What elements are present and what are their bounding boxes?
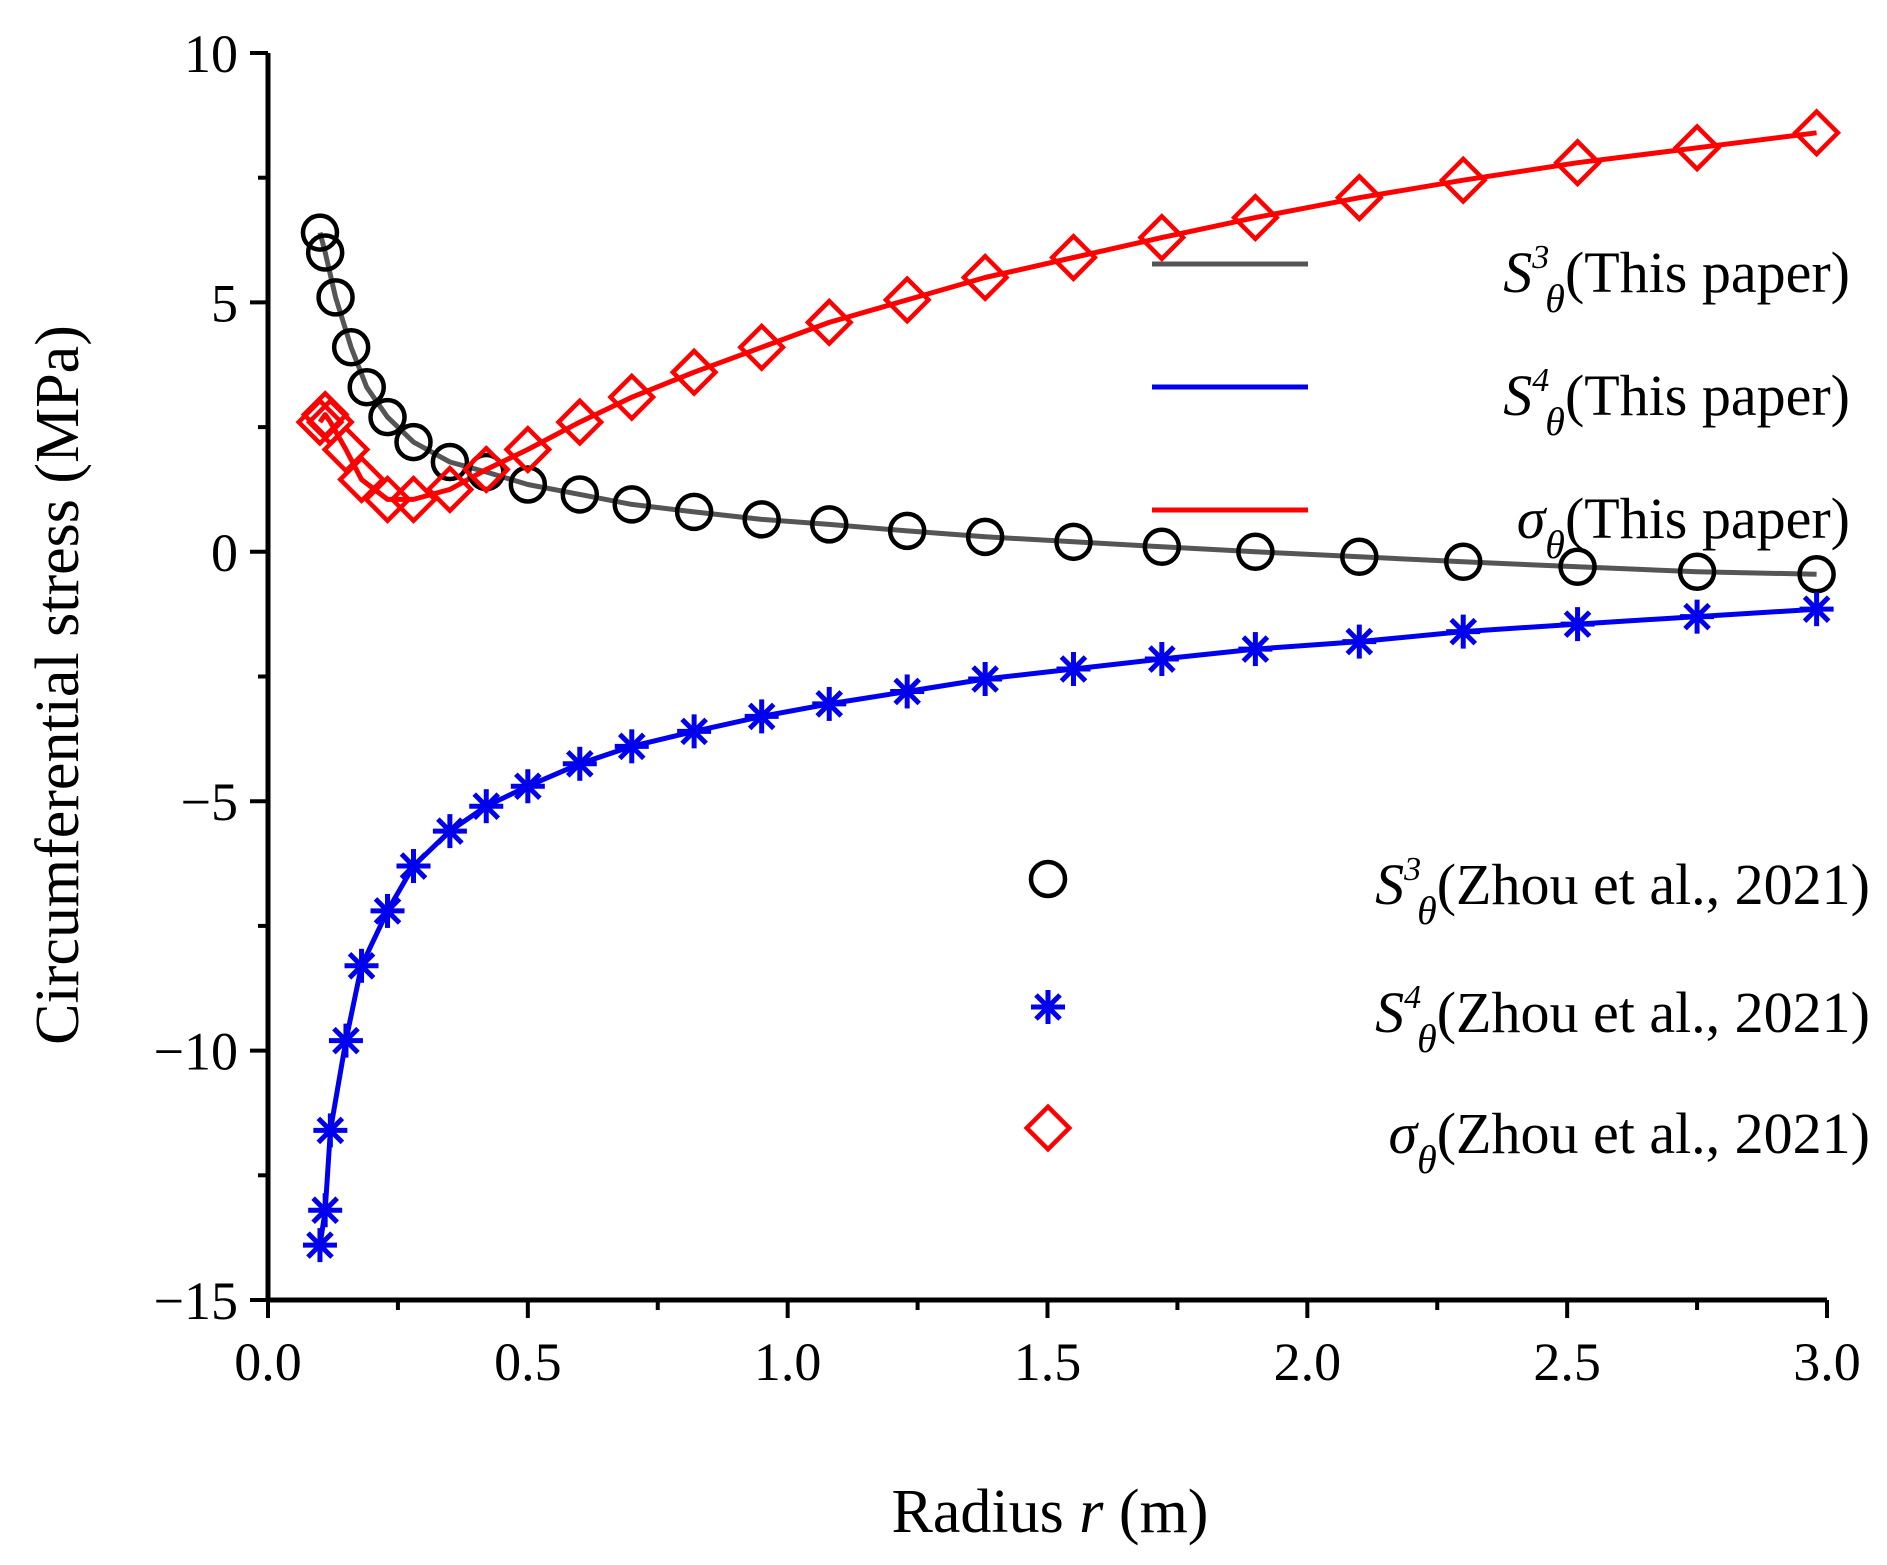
marker-ref_circle (887, 511, 927, 551)
x-axis-title: Radius r (m) (892, 1478, 1209, 1546)
marker-ref_star (1680, 599, 1715, 634)
marker-ref_star (396, 849, 431, 884)
marker-ref_diamond (1792, 108, 1842, 158)
legend-label-ref_circle: S3 θ(Zhou et al., 2021) (1375, 851, 1870, 933)
legend-marker-ref_star (1031, 990, 1065, 1024)
y-tick-label: 10 (184, 24, 238, 84)
y-axis-title: Circumferential stress (MPa) (24, 325, 92, 1045)
legend-label-ref_diamond: σθ(Zhou et al., 2021) (1388, 1101, 1870, 1182)
marker-ref_star (1446, 614, 1481, 649)
marker-ref_circle (1443, 542, 1483, 582)
x-tick-label: 0.5 (494, 1332, 562, 1392)
marker-ref_diamond (804, 297, 854, 347)
marker-ref_circle (560, 475, 600, 514)
marker-ref_diamond (503, 425, 553, 474)
marker-ref_diamond (1334, 173, 1384, 223)
marker-ref_circle (1142, 527, 1182, 567)
marker-ref_diamond (337, 455, 386, 504)
y-tick-label: −10 (154, 1022, 238, 1082)
legend: S3 θ(This paper) S4 θ(This paper) σθ(This pa… (1023, 239, 1870, 1182)
marker-ref_diamond (607, 372, 657, 422)
marker-ref_diamond (461, 445, 511, 494)
marker-ref_circle (612, 485, 652, 524)
marker-ref_star (1799, 592, 1834, 627)
marker-ref_circle (742, 500, 781, 539)
marker-ref_circle (1797, 554, 1836, 594)
x-tick-label: 1.0 (754, 1332, 822, 1392)
marker-ref_star (677, 714, 712, 749)
marker-ref_star (562, 746, 597, 781)
legend-marker-ref_diamond (1023, 1103, 1073, 1153)
marker-ref_diamond (669, 347, 719, 397)
marker-ref_diamond (960, 253, 1010, 302)
marker-ref_star (812, 686, 847, 721)
marker-ref_circle (1340, 537, 1379, 577)
marker-ref_circle (430, 442, 470, 482)
marker-ref_circle (300, 213, 340, 252)
marker-ref_star (614, 729, 649, 764)
marker-ref_star (968, 661, 1003, 696)
marker-ref_diamond (1230, 193, 1280, 243)
y-tick-label: −15 (154, 1271, 238, 1331)
legend-label-S4: S4 θ(This paper) (1503, 362, 1850, 444)
marker-ref_star (313, 1113, 348, 1148)
y-tick-label: 5 (211, 273, 238, 333)
x-tick-label: 1.5 (1014, 1332, 1082, 1392)
marker-ref_circle (1236, 532, 1275, 572)
marker-ref_star (1144, 642, 1179, 677)
marker-ref_circle (809, 505, 849, 544)
y-tick-label: 0 (211, 523, 238, 583)
marker-ref_circle (508, 465, 548, 504)
legend-marker-ref_circle (1028, 859, 1068, 899)
marker-ref_star (1238, 632, 1273, 667)
marker-ref_diamond (882, 275, 932, 325)
marker-ref_diamond (425, 465, 475, 514)
marker-ref_circle (1558, 547, 1597, 587)
marker-ref_circle (316, 278, 355, 317)
marker-ref_star (744, 699, 779, 734)
marker-ref_star (370, 893, 405, 928)
x-tick-label: 2.5 (1533, 1332, 1601, 1392)
marker-ref_diamond (555, 397, 605, 447)
marker-ref_star (1056, 652, 1091, 687)
marker-ref_star (432, 814, 467, 849)
series-line-S3 (317, 231, 1817, 577)
legend-label-S3: S3 θ(This paper) (1503, 239, 1850, 321)
marker-ref_circle (305, 233, 345, 272)
y-tick-label: −5 (181, 772, 238, 832)
marker-ref_circle (394, 422, 433, 462)
marker-ref_circle (347, 367, 386, 407)
marker-ref_circle (965, 517, 1005, 557)
x-tick-label: 0.0 (234, 1332, 302, 1392)
marker-ref_diamond (1438, 155, 1488, 205)
legend-label-sigma: σθ(This paper) (1517, 486, 1850, 567)
axis-ticks: 0.0 0.5 1.0 1.5 2.0 2.5 3.0 10 5 0 −5 −10 −15 (154, 24, 1861, 1392)
marker-ref_star (344, 948, 379, 983)
marker-ref_star (510, 769, 545, 804)
marker-ref_diamond (1049, 233, 1098, 282)
x-tick-label: 2.0 (1274, 1332, 1342, 1392)
marker-ref_star (469, 789, 504, 824)
legend-label-ref_star: S4 θ(Zhou et al., 2021) (1375, 979, 1870, 1061)
marker-ref_diamond (389, 474, 438, 524)
marker-ref_star (328, 1023, 363, 1058)
marker-ref_star (302, 1228, 337, 1263)
marker-ref_circle (1054, 522, 1093, 562)
marker-ref_circle (368, 397, 407, 437)
marker-ref_star (1342, 624, 1377, 659)
series-markers (295, 108, 1842, 1263)
x-tick-label: 3.0 (1793, 1332, 1861, 1392)
marker-ref_circle (1677, 552, 1717, 592)
marker-ref_circle (674, 492, 714, 532)
marker-ref_star (308, 1193, 343, 1228)
marker-ref_diamond (1672, 123, 1722, 173)
marker-ref_star (890, 674, 925, 709)
marker-ref_diamond (737, 322, 787, 372)
marker-ref_circle (331, 328, 371, 367)
marker-ref_diamond (1553, 138, 1602, 188)
marker-ref_star (1560, 607, 1595, 642)
series-line-sigma (317, 130, 1817, 502)
marker-ref_diamond (1137, 213, 1187, 262)
